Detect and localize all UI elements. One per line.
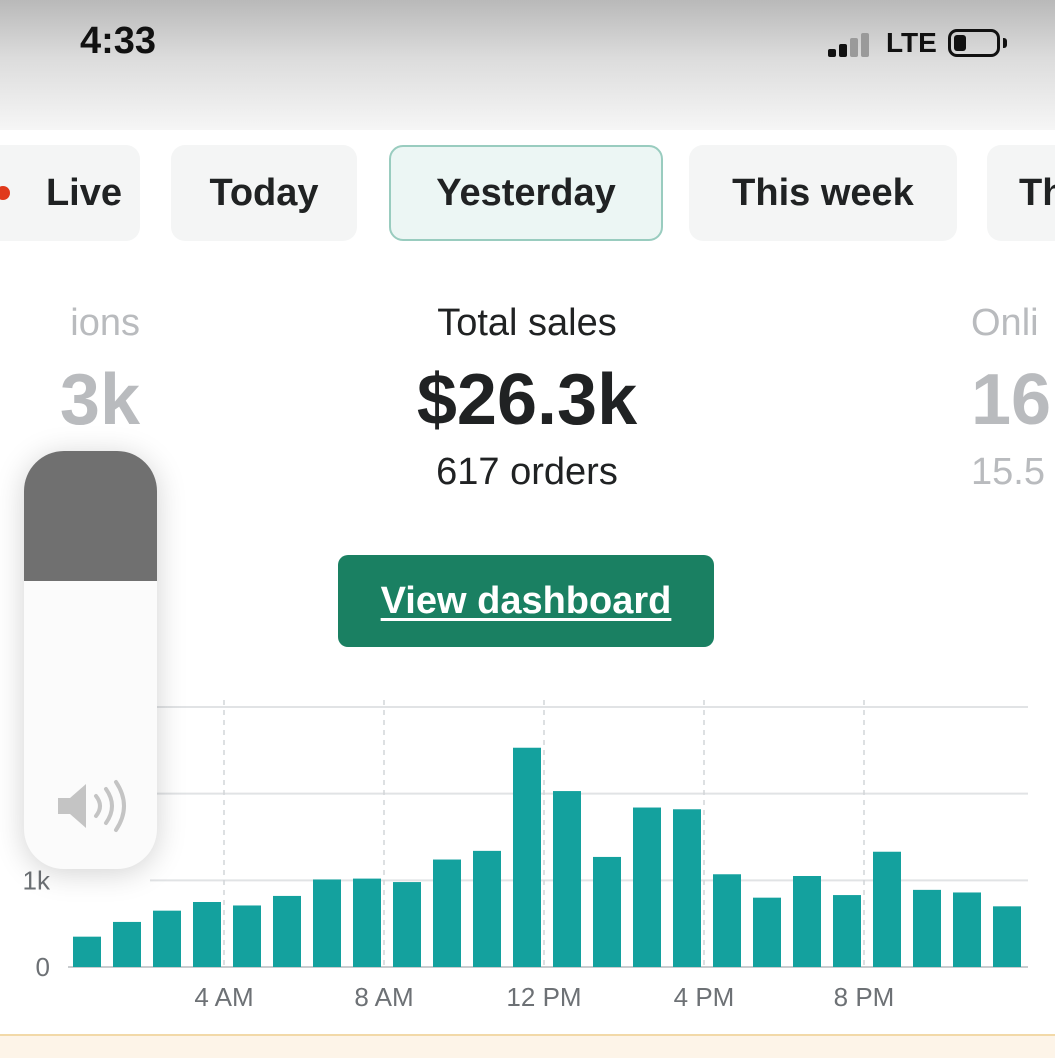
- view-dashboard-button[interactable]: View dashboard: [338, 555, 714, 647]
- live-dot-icon: [0, 186, 10, 200]
- chart-bar[interactable]: [553, 791, 581, 967]
- chart-bar[interactable]: [833, 895, 861, 967]
- chart-bar[interactable]: [633, 807, 661, 967]
- total-sales-value: $26.3k: [416, 360, 638, 440]
- footer-banner: [0, 1034, 1055, 1058]
- chart-bar[interactable]: [753, 897, 781, 967]
- chart-bar[interactable]: [713, 874, 741, 967]
- tab-today-label: Today: [209, 171, 319, 214]
- chart-bar[interactable]: [393, 882, 421, 967]
- tab-next-label: Th: [1019, 171, 1055, 214]
- chart-bar[interactable]: [193, 902, 221, 967]
- tab-today[interactable]: Today: [171, 145, 357, 241]
- chart-bar[interactable]: [313, 879, 341, 967]
- volume-hud[interactable]: [24, 451, 157, 869]
- tab-live-label: Live: [45, 171, 123, 214]
- status-bar: 4:33 LTE: [0, 0, 1055, 130]
- tab-next[interactable]: Th: [987, 145, 1055, 241]
- metric-right-label: Onli: [971, 302, 1039, 344]
- chart-bar[interactable]: [993, 906, 1021, 967]
- x-tick-label: 8 PM: [834, 982, 895, 1012]
- status-time: 4:33: [80, 20, 157, 62]
- y-tick-label: 0: [36, 952, 50, 982]
- tab-this-week[interactable]: This week: [689, 145, 957, 241]
- chart-bar[interactable]: [353, 878, 381, 967]
- chart-bar[interactable]: [953, 892, 981, 967]
- tab-this-week-label: This week: [732, 171, 914, 214]
- chart-bar[interactable]: [73, 936, 101, 967]
- speaker-icon: [58, 780, 126, 832]
- date-range-tabs: Live Today Yesterday This week Th: [0, 145, 1055, 245]
- metric-left-label: ions: [70, 302, 140, 344]
- x-tick-label: 8 AM: [354, 982, 413, 1012]
- x-tick-label: 4 AM: [194, 982, 253, 1012]
- total-sales-label: Total sales: [437, 302, 617, 344]
- chart-bar[interactable]: [473, 850, 501, 967]
- metric-right[interactable]: Onli 16 15.5: [971, 302, 1055, 494]
- network-type: LTE: [886, 27, 937, 58]
- chart-bar[interactable]: [433, 859, 461, 967]
- chart-bar[interactable]: [513, 747, 541, 967]
- chart-bar[interactable]: [113, 921, 141, 967]
- tab-live[interactable]: Live: [0, 145, 140, 241]
- chart-bar[interactable]: [873, 851, 901, 967]
- chart-bar[interactable]: [593, 856, 621, 967]
- metric-left-value: 3k: [59, 360, 140, 440]
- chart-bar[interactable]: [913, 889, 941, 967]
- chart-bar[interactable]: [153, 910, 181, 967]
- metric-total-sales[interactable]: Total sales $26.3k 617 orders: [327, 302, 727, 494]
- x-tick-label: 12 PM: [506, 982, 581, 1012]
- total-sales-orders: 617 orders: [436, 451, 618, 493]
- chart-bar[interactable]: [273, 895, 301, 967]
- metric-right-value: 16: [971, 360, 1052, 440]
- metric-right-sub: 15.5: [971, 451, 1045, 493]
- tab-yesterday-label: Yesterday: [436, 171, 616, 214]
- battery-tip: [1003, 38, 1007, 48]
- volume-level-fill: [24, 451, 157, 581]
- signal-icon: [828, 33, 878, 57]
- x-tick-label: 4 PM: [674, 982, 735, 1012]
- chart-bar[interactable]: [673, 809, 701, 967]
- tab-yesterday[interactable]: Yesterday: [389, 145, 663, 241]
- y-tick-label: 1k: [23, 865, 51, 895]
- chart-bar[interactable]: [793, 876, 821, 967]
- battery-icon: [948, 29, 1000, 57]
- chart-bar[interactable]: [233, 905, 261, 967]
